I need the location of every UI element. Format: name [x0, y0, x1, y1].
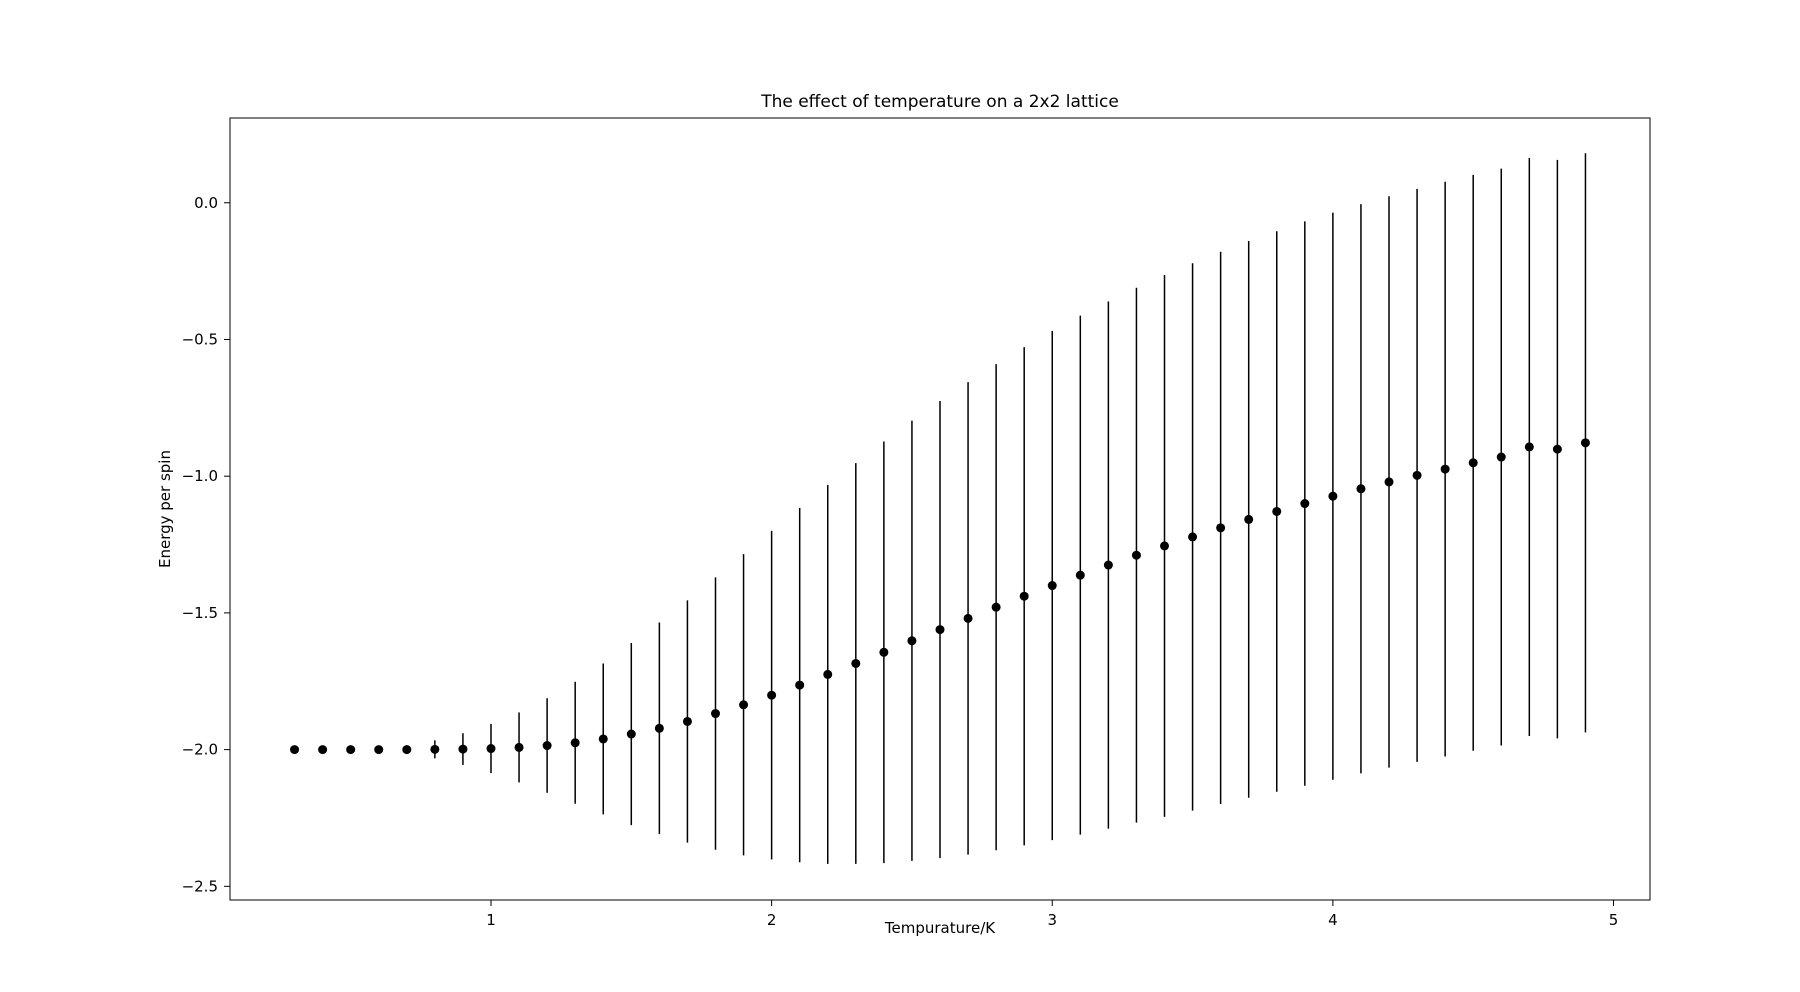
data-point [1047, 581, 1057, 591]
y-tick-label: −2.0 [182, 741, 218, 759]
data-point [935, 625, 945, 635]
y-tick-label: 0.0 [194, 194, 218, 212]
data-point [823, 669, 833, 679]
data-point [1328, 491, 1338, 501]
data-point [626, 729, 636, 739]
data-point [795, 680, 805, 690]
data-point [1468, 458, 1478, 468]
data-point [682, 716, 692, 726]
data-point [739, 700, 749, 710]
x-tick-label: 4 [1328, 911, 1338, 929]
data-point [963, 613, 973, 623]
data-point [374, 745, 384, 755]
data-point [1440, 464, 1450, 474]
chart-title: The effect of temperature on a 2x2 latti… [760, 92, 1119, 112]
data-point [1356, 484, 1366, 494]
y-axis-label: Energy per spin [156, 450, 174, 568]
x-tick-label: 5 [1609, 911, 1619, 929]
data-points [290, 438, 1590, 755]
data-point [1496, 452, 1506, 462]
plot-frame [229, 117, 1651, 901]
data-point [767, 690, 777, 700]
data-point [710, 709, 720, 719]
data-point [318, 745, 328, 755]
data-point [907, 636, 917, 646]
error-bars [349, 153, 1587, 864]
data-point [458, 744, 468, 754]
data-point [991, 602, 1001, 612]
data-point [542, 741, 552, 751]
axes-spines [229, 117, 1651, 901]
data-point [1160, 541, 1170, 551]
data-point [654, 723, 664, 733]
data-point [1524, 442, 1534, 452]
data-point [1412, 470, 1422, 480]
y-tick-label: −1.0 [182, 467, 218, 485]
data-point [1131, 550, 1141, 560]
y-tick-label: −0.5 [182, 330, 218, 348]
data-point [1019, 591, 1029, 601]
data-point [1272, 506, 1282, 516]
data-point [570, 738, 580, 748]
data-point [402, 745, 412, 755]
data-point [1580, 438, 1590, 448]
data-point [1300, 499, 1310, 509]
data-point [598, 734, 608, 744]
y-tick-label: −1.5 [182, 604, 218, 622]
data-point [1552, 444, 1562, 454]
x-tick-label: 1 [486, 911, 496, 929]
data-point [1103, 560, 1113, 570]
x-tick-label: 2 [767, 911, 777, 929]
axis-ticks: 1 2 3 4 5 0.0 −0.5 −1.0 −1.5 −2.0 −2.5 [182, 194, 1619, 929]
data-point [290, 745, 300, 755]
data-point [514, 742, 524, 752]
data-point [430, 744, 440, 754]
data-point [1188, 532, 1198, 542]
data-point [1384, 477, 1394, 487]
data-point [1075, 570, 1085, 580]
x-tick-label: 3 [1047, 911, 1057, 929]
data-point [851, 658, 861, 668]
data-point [879, 647, 889, 657]
data-point [346, 745, 356, 755]
data-point [1216, 523, 1226, 533]
data-point [1244, 514, 1254, 524]
x-axis-label: Tempurature/K [884, 919, 996, 937]
y-tick-label: −2.5 [182, 877, 218, 895]
data-point [486, 744, 496, 754]
